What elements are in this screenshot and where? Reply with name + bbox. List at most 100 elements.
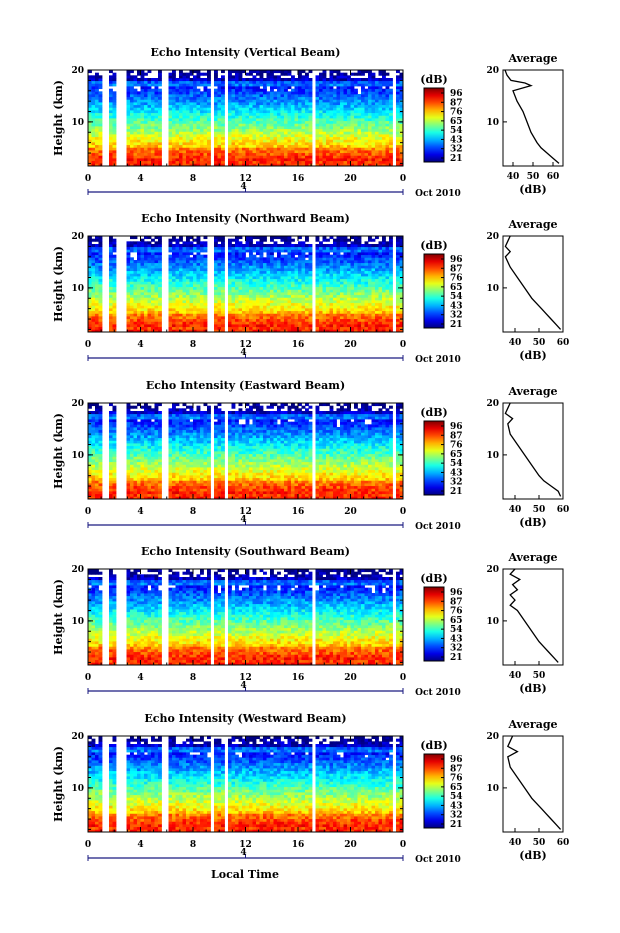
heatmap-cell xyxy=(337,292,341,295)
heatmap-cell xyxy=(256,241,260,244)
heatmap-cell xyxy=(302,257,306,260)
heatmap-cell xyxy=(291,147,295,150)
heatmap-cell xyxy=(109,147,113,150)
heatmap-cell xyxy=(284,268,288,271)
heatmap-cell xyxy=(288,91,292,94)
heatmap-cell xyxy=(151,147,155,150)
heatmap-cell xyxy=(389,161,393,164)
heatmap-cell xyxy=(127,257,131,260)
heatmap-cell xyxy=(176,99,180,102)
heatmap-cell xyxy=(190,147,194,150)
heatmap-cell xyxy=(330,86,334,89)
heatmap-cell xyxy=(291,107,295,110)
heatmap-cell xyxy=(330,99,334,102)
heatmap-cell xyxy=(309,263,313,266)
heatmap-cell xyxy=(298,265,302,268)
heatmap-cell xyxy=(298,139,302,142)
heatmap-cell xyxy=(235,281,239,284)
heatmap-cell xyxy=(92,316,96,319)
heatmap-cell xyxy=(330,129,334,132)
heatmap-cell xyxy=(326,289,330,292)
heatmap-cell xyxy=(277,263,281,266)
heatmap-cell xyxy=(99,308,103,311)
heatmap-cell xyxy=(365,153,369,156)
heatmap-cell xyxy=(274,110,278,113)
heatmap-cell xyxy=(176,86,180,89)
heatmap-cell xyxy=(284,300,288,303)
heatmap-cell xyxy=(148,279,152,282)
heatmap-cell xyxy=(218,303,222,306)
heatmap-cell xyxy=(92,289,96,292)
heatmap-cell xyxy=(267,115,271,118)
heatmap-cell xyxy=(344,118,348,121)
heatmap-cell xyxy=(281,78,285,81)
heatmap-cell xyxy=(344,145,348,148)
heatmap-cell xyxy=(204,115,208,118)
heatmap-cell xyxy=(92,161,96,164)
heatmap-cell xyxy=(179,81,183,84)
heatmap-cell xyxy=(232,147,236,150)
heatmap-cell xyxy=(354,107,358,110)
heatmap-cell xyxy=(291,161,295,164)
heatmap-cell xyxy=(284,110,288,113)
heatmap-cell xyxy=(218,268,222,271)
heatmap-cell xyxy=(186,252,190,255)
heatmap-cell xyxy=(340,268,344,271)
heatmap-cell xyxy=(127,260,131,263)
heatmap-cell xyxy=(158,252,162,255)
heatmap-cell xyxy=(239,300,243,303)
heatmap-cell xyxy=(354,142,358,145)
heatmap-cell xyxy=(130,147,134,150)
heatmap-cell xyxy=(239,75,243,78)
heatmap-cell xyxy=(354,110,358,113)
heatmap-cell xyxy=(267,295,271,298)
heatmap-cell xyxy=(309,113,313,116)
heatmap-cell xyxy=(95,105,99,108)
heatmap-cell xyxy=(197,94,201,97)
heatmap-cell xyxy=(134,145,138,148)
heatmap-cell xyxy=(319,316,323,319)
heatmap-cell xyxy=(358,155,362,158)
heatmap-cell xyxy=(137,147,141,150)
heatmap-cell xyxy=(113,268,117,271)
heatmap-cell xyxy=(204,271,208,274)
heatmap-cell xyxy=(344,105,348,108)
heatmap-cell xyxy=(141,295,145,298)
heatmap-cell xyxy=(298,313,302,316)
heatmap-cell xyxy=(323,105,327,108)
heatmap-cell xyxy=(95,107,99,110)
heatmap-cell xyxy=(277,78,281,81)
heatmap-cell xyxy=(204,303,208,306)
heatmap-cell xyxy=(190,268,194,271)
heatmap-cell xyxy=(179,297,183,300)
heatmap-cell xyxy=(235,319,239,322)
heatmap-cell xyxy=(281,303,285,306)
heatmap-cell xyxy=(172,145,176,148)
heatmap-cell xyxy=(277,105,281,108)
heatmap-cell xyxy=(200,276,204,279)
heatmap-cell xyxy=(218,145,222,148)
heatmap-cell xyxy=(351,113,355,116)
heatmap-cell xyxy=(298,271,302,274)
heatmap-cell xyxy=(88,241,92,244)
heatmap-cell xyxy=(281,113,285,116)
heatmap-cell xyxy=(284,145,288,148)
heatmap-cell xyxy=(113,308,117,311)
heatmap-cell xyxy=(253,321,257,324)
heatmap-cell xyxy=(92,83,96,86)
heatmap-cell xyxy=(249,249,253,252)
heatmap-cell xyxy=(214,131,218,134)
heatmap-cell xyxy=(295,137,299,140)
heatmap-cell xyxy=(232,316,236,319)
heatmap-cell xyxy=(319,153,323,156)
heatmap-cell xyxy=(305,97,309,100)
heatmap-cell xyxy=(256,105,260,108)
heatmap-cell xyxy=(249,113,253,116)
heatmap-cell xyxy=(253,316,257,319)
heatmap-cell xyxy=(228,115,232,118)
heatmap-cell xyxy=(190,94,194,97)
heatmap-cell xyxy=(347,134,351,137)
heatmap-cell xyxy=(232,118,236,121)
heatmap-cell xyxy=(193,83,197,86)
heatmap-cell xyxy=(295,273,299,276)
